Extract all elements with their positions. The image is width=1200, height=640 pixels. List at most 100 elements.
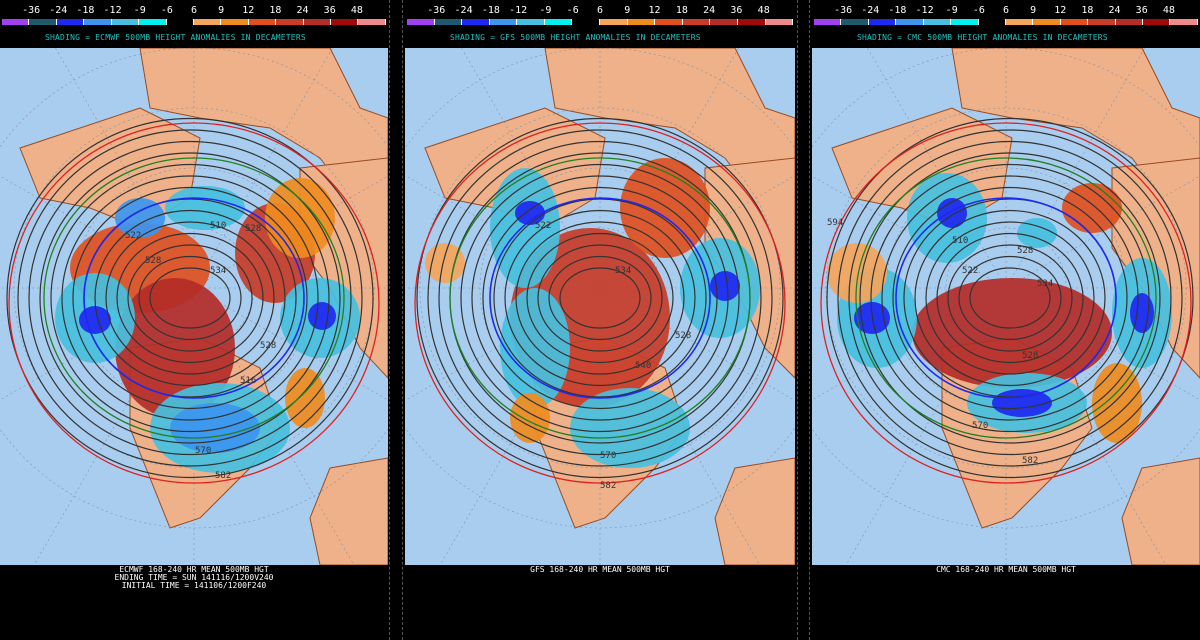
colorbar-swatch xyxy=(896,19,924,25)
height-contour xyxy=(936,232,1084,364)
colorbar-label: -36 xyxy=(427,5,446,16)
contour-label: 534 xyxy=(1037,279,1053,289)
anomaly-shading xyxy=(1130,293,1154,333)
height-contour xyxy=(72,186,308,410)
longitude-line xyxy=(867,48,1007,289)
colorbar-swatch xyxy=(462,19,490,25)
contour-label: 534 xyxy=(615,266,631,276)
contour-label: 570 xyxy=(972,421,988,431)
colorbar-swatch xyxy=(1143,19,1171,25)
colorbar-label: 24 xyxy=(703,5,716,16)
height-contour xyxy=(958,255,1062,341)
height-contour xyxy=(460,163,740,433)
land-africa xyxy=(309,457,388,565)
land-africa xyxy=(714,457,795,565)
contour-label: 522 xyxy=(962,266,978,276)
longitude-line xyxy=(812,175,1007,289)
contour-label: 582 xyxy=(215,471,231,481)
panel-divider xyxy=(809,0,810,640)
height-contour xyxy=(515,221,685,375)
height-contour xyxy=(482,186,718,410)
colorbar-swatch xyxy=(407,19,435,25)
footer-line: INITIAL TIME = 141106/1200F240 xyxy=(121,581,267,590)
contour-label: 528 xyxy=(1017,246,1033,256)
colorbar-swatch xyxy=(2,19,30,25)
colorbar-swatch xyxy=(1170,19,1198,25)
contour-528 xyxy=(489,197,711,399)
height-contour xyxy=(427,129,773,467)
height-contour xyxy=(471,175,729,421)
height-contour xyxy=(826,117,1194,479)
colorbar-swatch xyxy=(868,19,897,25)
colorbar-label: -9 xyxy=(539,5,552,16)
colorbar-swatch xyxy=(627,19,656,25)
colorbar-swatch xyxy=(978,19,1006,25)
height-contour xyxy=(116,232,264,364)
anomaly-shading xyxy=(79,306,111,334)
contour-570 xyxy=(8,122,380,484)
height-contour xyxy=(837,129,1183,467)
contour-552 xyxy=(855,157,1157,439)
anomaly-shading xyxy=(115,198,165,238)
longitude-line xyxy=(193,175,388,289)
colorbar-label: 12 xyxy=(1054,5,1067,16)
colorbar-swatch xyxy=(765,19,794,25)
colorbar-swatch xyxy=(221,19,249,25)
height-contour xyxy=(969,267,1051,329)
height-contour xyxy=(559,267,641,329)
contour-570 xyxy=(820,122,1192,484)
colorbar-label: -6 xyxy=(160,5,173,16)
longitude-line xyxy=(1005,287,1200,401)
height-contour xyxy=(17,129,363,467)
contour-552 xyxy=(43,157,345,439)
colorbar xyxy=(407,19,794,25)
height-anomaly-map: 522 534 528 540 570 582 xyxy=(405,48,795,565)
height-contour xyxy=(914,209,1106,387)
height-contour xyxy=(438,140,762,456)
longitude-line xyxy=(193,287,355,565)
colorbar-swatch xyxy=(248,19,277,25)
contour-label: 528 xyxy=(1022,351,1038,361)
colorbar xyxy=(2,19,386,25)
footer-line: GFS 168-240 HR MEAN 500MB HGT xyxy=(530,565,670,574)
longitude-line xyxy=(0,287,195,401)
colorbar-label: 48 xyxy=(350,5,363,16)
panel-divider xyxy=(402,0,403,640)
anomaly-shading xyxy=(265,178,335,258)
contour-label: 594 xyxy=(827,218,843,228)
colorbar-swatch xyxy=(655,19,683,25)
footer-line: CMC 168-240 HR MEAN 500MB HGT xyxy=(936,565,1076,574)
colorbar-label: -18 xyxy=(481,5,500,16)
colorbar-label: 9 xyxy=(624,5,631,16)
longitude-line xyxy=(193,48,333,289)
map-footer: CMC 168-240 HR MEAN 500MB HGT xyxy=(812,566,1200,574)
height-contour xyxy=(149,267,231,329)
colorbar-label: -18 xyxy=(888,5,907,16)
colorbar-swatch xyxy=(682,19,711,25)
height-contour xyxy=(416,117,784,479)
anomaly-shading xyxy=(1017,218,1057,248)
height-contour xyxy=(493,198,707,398)
contour-552 xyxy=(449,157,751,439)
height-contour xyxy=(138,255,242,341)
colorbar-swatch xyxy=(1060,19,1089,25)
colorbar-label: -36 xyxy=(834,5,853,16)
contour-label: 582 xyxy=(1022,456,1038,466)
colorbar-swatch xyxy=(358,19,386,25)
colorbar-swatch xyxy=(489,19,518,25)
anomaly-shading xyxy=(912,278,1112,388)
contour-label: 540 xyxy=(635,361,651,371)
colorbar-label: -9 xyxy=(945,5,958,16)
contour-label: 570 xyxy=(195,446,211,456)
colorbar-swatch xyxy=(710,19,738,25)
colorbar-labels: -36 -24 -18 -12 -9 -6 6 9 12 18 24 36 48 xyxy=(409,5,791,17)
colorbar-swatch xyxy=(737,19,766,25)
height-contour xyxy=(848,140,1172,456)
height-contour xyxy=(892,186,1128,410)
colorbar-swatch xyxy=(166,19,194,25)
colorbar-label: -36 xyxy=(22,5,41,16)
height-contour xyxy=(881,175,1139,421)
shading-title: SHADING = CMC 500MB HEIGHT ANOMALIES IN … xyxy=(857,33,1108,42)
colorbar-swatch xyxy=(923,19,952,25)
contour-570 xyxy=(414,122,786,484)
